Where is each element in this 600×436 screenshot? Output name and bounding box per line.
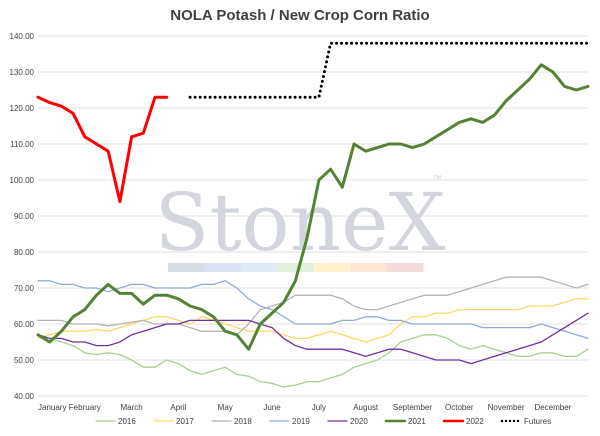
watermark-color-band	[350, 263, 387, 272]
y-axis-ticks: 40.00 50.00 60.00 70.00 80.00 90.00 100.00 110.…	[10, 32, 35, 401]
y-tick-label: 80.00	[14, 248, 35, 257]
y-tick-label: 130.00	[10, 68, 35, 77]
legend: 2016 2017 2018 2019 2020 2021 2022 Futures	[95, 417, 551, 426]
legend-label: 2018	[234, 417, 252, 426]
series-lines	[36, 41, 590, 388]
x-month-label: January	[38, 403, 66, 412]
series-line-2017	[37, 298, 589, 343]
x-month-label: October	[445, 403, 474, 412]
y-tick-label: 140.00	[10, 32, 35, 41]
watermark-trademark: ™	[432, 174, 442, 185]
x-axis-month-labels: January February March April May June July Augu…	[38, 403, 572, 412]
y-tick-label: 60.00	[14, 320, 35, 329]
series-line-2021	[36, 63, 590, 351]
series-line-2022	[36, 95, 169, 204]
y-tick-label: 110.00	[10, 140, 34, 149]
watermark-color-band	[168, 263, 205, 272]
legend-label: 2019	[292, 417, 310, 426]
y-tick-label: 50.00	[14, 356, 35, 365]
watermark-color-band	[387, 263, 424, 272]
y-tick-label: 40.00	[14, 392, 35, 401]
x-month-label: May	[218, 403, 233, 412]
series-line-2018	[37, 276, 589, 336]
watermark-color-band	[277, 263, 314, 272]
legend-label: 2017	[176, 417, 194, 426]
y-tick-label: 120.00	[10, 104, 35, 113]
x-month-label: April	[170, 403, 186, 412]
legend-label: 2022	[466, 417, 484, 426]
x-month-label: June	[263, 403, 281, 412]
watermark-logo-text: StoneX	[155, 176, 446, 269]
y-tick-label: 90.00	[14, 212, 35, 221]
legend-label: 2016	[118, 417, 136, 426]
x-month-label: November	[488, 403, 525, 412]
legend-label: 2020	[350, 417, 368, 426]
x-month-label: December	[534, 403, 571, 412]
watermark-color-band	[314, 263, 351, 272]
series-line-2020	[37, 312, 589, 365]
x-month-label: July	[312, 403, 326, 412]
chart-title: NOLA Potash / New Crop Corn Ratio	[170, 7, 429, 24]
x-month-label: September	[393, 403, 432, 412]
watermark-color-band	[241, 263, 278, 272]
legend-label: 2021	[408, 417, 426, 426]
x-month-label: August	[353, 403, 379, 412]
x-month-label: March	[120, 403, 142, 412]
series-line-2019	[37, 280, 589, 340]
series-line-2016	[37, 334, 589, 388]
y-tick-label: 100.00	[10, 176, 35, 185]
y-tick-label: 70.00	[14, 284, 35, 293]
series-line-futures	[188, 41, 590, 99]
legend-label: Futures	[524, 417, 551, 426]
x-month-label: February	[69, 403, 101, 412]
watermark-color-band	[204, 263, 241, 272]
